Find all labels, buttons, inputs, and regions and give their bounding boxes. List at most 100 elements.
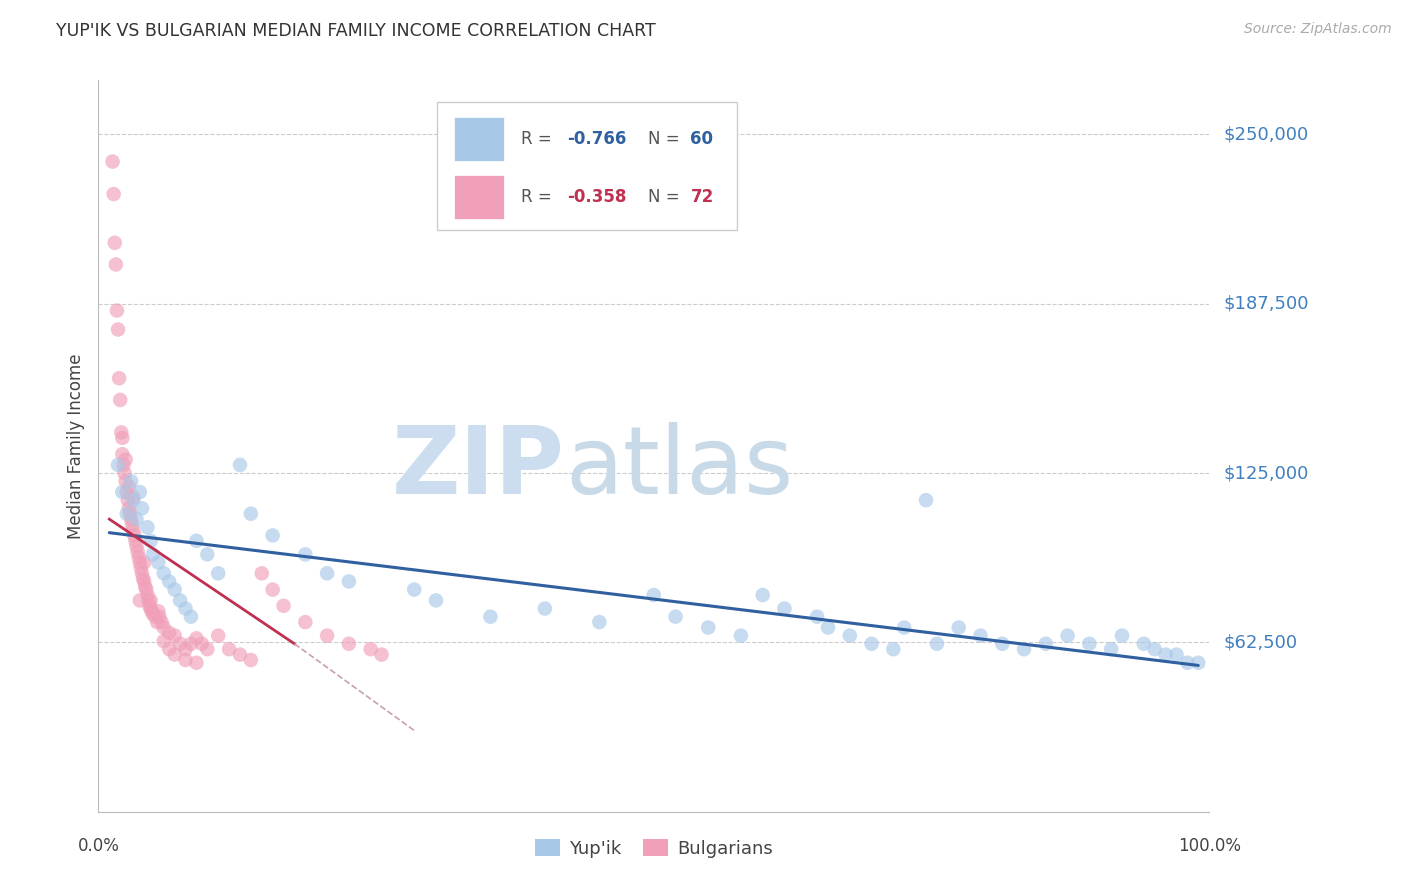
Point <box>139 601 162 615</box>
Point <box>131 501 153 516</box>
Point <box>141 604 163 618</box>
Point <box>105 303 128 318</box>
Point <box>169 637 191 651</box>
Text: $187,500: $187,500 <box>1223 294 1309 313</box>
Point <box>643 588 665 602</box>
Point <box>195 642 218 657</box>
Text: R =: R = <box>520 188 557 206</box>
Point <box>143 609 166 624</box>
Point <box>186 533 208 548</box>
Point <box>118 480 141 494</box>
Point <box>142 547 165 561</box>
Point <box>186 632 208 646</box>
Point <box>122 493 145 508</box>
Point <box>180 637 202 651</box>
Point <box>1012 642 1035 657</box>
Point <box>111 431 134 445</box>
Point <box>110 425 132 440</box>
Point <box>229 458 252 472</box>
Point <box>316 629 339 643</box>
Text: -0.766: -0.766 <box>567 130 627 148</box>
Y-axis label: Median Family Income: Median Family Income <box>66 353 84 539</box>
Point <box>129 561 152 575</box>
Text: 72: 72 <box>690 188 714 206</box>
Point <box>146 615 169 629</box>
Point <box>218 642 240 657</box>
Point <box>163 648 186 662</box>
Point <box>664 609 686 624</box>
Point <box>360 642 382 657</box>
Point <box>425 593 447 607</box>
Point <box>108 392 131 407</box>
Text: R =: R = <box>520 130 557 148</box>
Point <box>104 235 127 250</box>
Point <box>118 507 141 521</box>
Point <box>134 574 156 589</box>
Point <box>697 620 720 634</box>
Point <box>112 458 135 472</box>
Point <box>337 574 360 589</box>
Point <box>103 187 125 202</box>
Text: 100.0%: 100.0% <box>1178 837 1240 855</box>
Point <box>111 447 134 461</box>
Point <box>262 528 284 542</box>
Point <box>751 588 773 602</box>
Point <box>1154 648 1177 662</box>
Point <box>207 566 229 581</box>
Point <box>370 648 392 662</box>
Point <box>1111 629 1133 643</box>
Legend: Yup'ik, Bulgarians: Yup'ik, Bulgarians <box>527 831 780 865</box>
Point <box>121 517 143 532</box>
Point <box>250 566 273 581</box>
Point <box>124 533 146 548</box>
Point <box>1056 629 1078 643</box>
Point <box>122 523 145 537</box>
Point <box>969 629 991 643</box>
Point <box>180 609 202 624</box>
Point <box>108 371 131 385</box>
Point <box>588 615 610 629</box>
Point <box>107 458 129 472</box>
Point <box>860 637 883 651</box>
Point <box>114 474 136 488</box>
Point <box>150 615 173 629</box>
Text: $62,500: $62,500 <box>1223 633 1298 651</box>
Point <box>135 582 157 597</box>
Point <box>1133 637 1156 651</box>
Point <box>114 452 136 467</box>
Point <box>915 493 938 508</box>
Point <box>817 620 839 634</box>
FancyBboxPatch shape <box>454 117 503 161</box>
Point <box>174 642 197 657</box>
Point <box>125 539 148 553</box>
Point <box>186 656 208 670</box>
Point <box>152 566 174 581</box>
Text: -0.358: -0.358 <box>567 188 627 206</box>
Point <box>1078 637 1101 651</box>
Point <box>404 582 426 597</box>
Point <box>157 574 180 589</box>
Point <box>1166 648 1188 662</box>
Point <box>104 258 127 272</box>
Point <box>136 520 159 534</box>
Point <box>120 474 142 488</box>
Point <box>262 582 284 597</box>
Point <box>191 637 214 651</box>
Point <box>139 533 162 548</box>
Point <box>101 154 124 169</box>
Point <box>148 609 170 624</box>
Point <box>157 626 180 640</box>
Point <box>1177 656 1199 670</box>
Point <box>163 582 186 597</box>
Point <box>107 322 129 336</box>
Point <box>806 609 828 624</box>
Point <box>195 547 218 561</box>
Point <box>152 620 174 634</box>
Point <box>134 556 156 570</box>
Point <box>1143 642 1166 657</box>
Point <box>128 485 150 500</box>
Point <box>948 620 970 634</box>
FancyBboxPatch shape <box>437 103 737 230</box>
Point <box>132 572 155 586</box>
Point <box>207 629 229 643</box>
